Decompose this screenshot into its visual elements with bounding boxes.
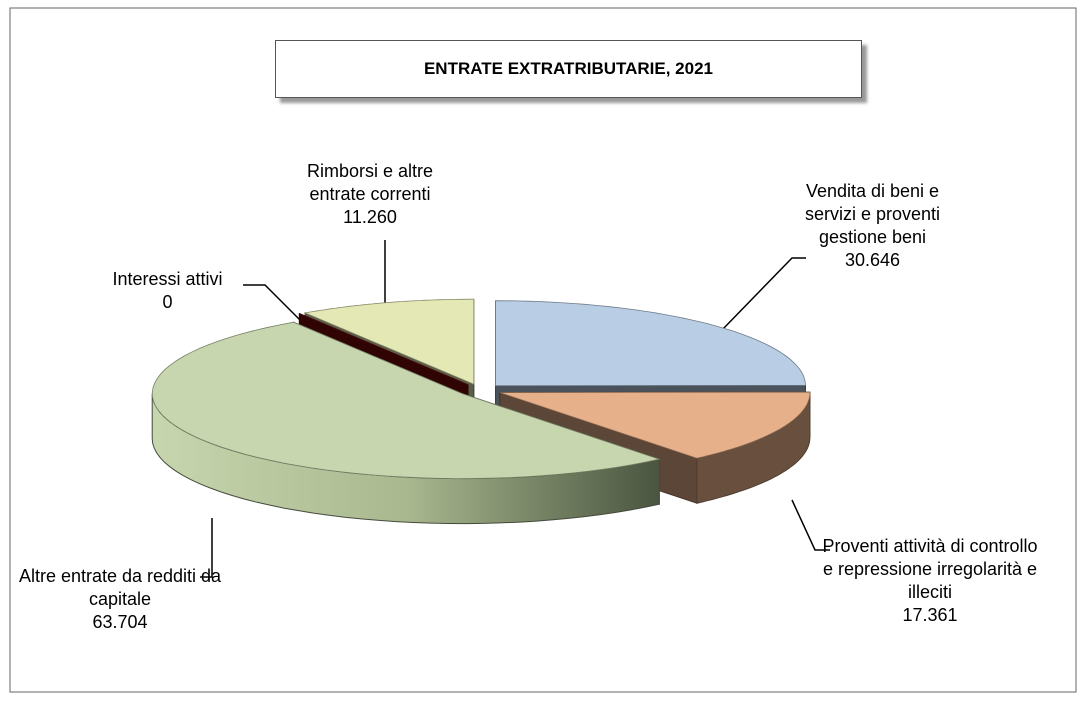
category-label: Altre entrate da redditi da capitale <box>18 566 222 609</box>
leader-line <box>791 499 830 551</box>
value-label: 63.704 <box>92 612 148 632</box>
leader-lines <box>200 240 830 578</box>
slice <box>499 391 811 459</box>
leader-line <box>200 518 213 578</box>
slice <box>151 321 661 480</box>
data-label: Vendita di beni e servizi e proventi ges… <box>785 180 960 272</box>
category-label: Interessi attivi <box>112 269 223 289</box>
data-label: Proventi attività di controllo e repress… <box>815 535 1045 627</box>
chart-border <box>9 7 1077 693</box>
value-label: 30.646 <box>844 250 901 270</box>
slice <box>495 300 806 387</box>
data-label: Interessi attivi 0 <box>80 268 255 314</box>
leader-line <box>243 284 303 323</box>
value-label: 11.260 <box>343 207 397 227</box>
slice <box>303 298 475 385</box>
leader-line <box>721 257 806 331</box>
value-label: 17.361 <box>902 605 958 625</box>
data-label: Altre entrate da redditi da capitale 63.7… <box>15 565 225 634</box>
category-label: Vendita di beni e servizi e proventi ges… <box>804 181 941 247</box>
value-label: 0 <box>162 292 173 312</box>
category-label: Rimborsi e altre entrate correnti <box>306 161 434 204</box>
slice <box>299 313 469 386</box>
data-label: Rimborsi e altre entrate correnti 11.260 <box>280 160 460 229</box>
category-label: Proventi attività di controllo e repress… <box>822 536 1038 602</box>
chart-title: ENTRATE EXTRATRIBUTARIE, 2021 <box>275 40 862 98</box>
